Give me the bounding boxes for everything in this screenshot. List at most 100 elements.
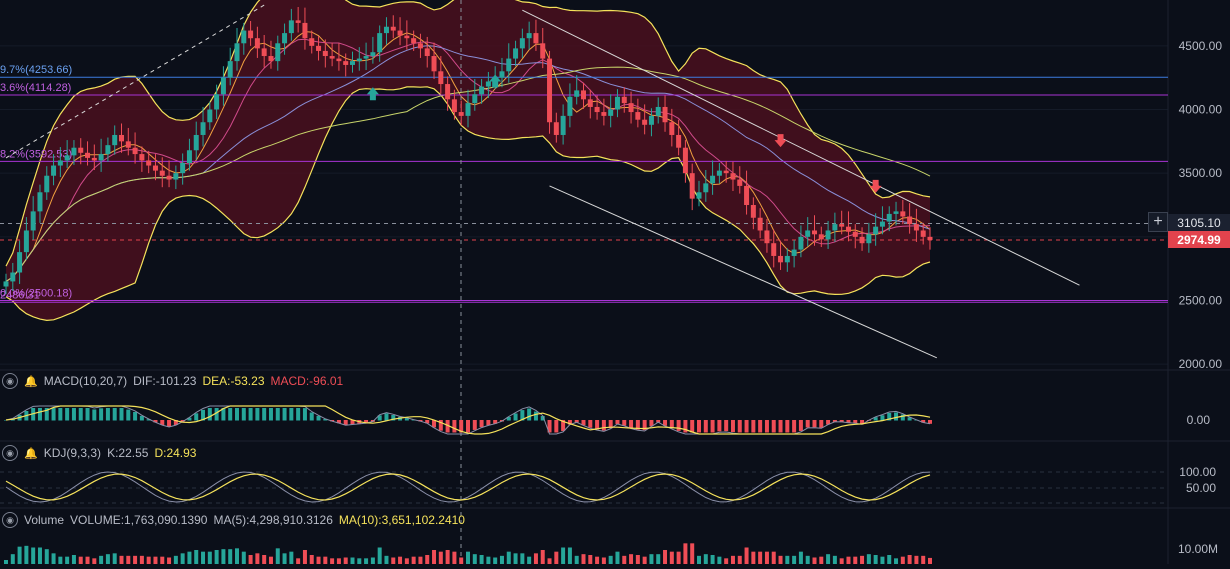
candle-body [57, 160, 63, 166]
macd-histogram-bar [466, 420, 470, 433]
candle-body [737, 179, 743, 186]
candle-body [227, 61, 233, 78]
eye-icon[interactable]: ◉ [2, 445, 18, 461]
volume-bar [656, 554, 661, 564]
candle-body [241, 30, 247, 44]
eye-icon[interactable]: ◉ [2, 512, 18, 528]
volume-bar [561, 547, 566, 564]
volume-bar [432, 550, 437, 564]
candle-body [485, 81, 491, 87]
macd-histogram-bar [425, 420, 430, 424]
macd-histogram-bar [126, 409, 131, 421]
bell-icon[interactable]: 🔔 [24, 447, 38, 460]
candle-body [540, 43, 546, 59]
candle-body [248, 30, 254, 39]
candle-body [465, 103, 471, 116]
candle-body [716, 170, 722, 176]
candle-body [254, 38, 260, 49]
candle-body [832, 224, 838, 231]
macd-histogram-bar [513, 413, 518, 421]
candle-body [295, 20, 301, 23]
macd-histogram-bar [832, 420, 837, 423]
bell-icon[interactable]: 🔔 [24, 375, 38, 388]
volume-bar [629, 554, 634, 564]
macd-histogram-bar [85, 408, 90, 421]
macd-histogram-bar [744, 420, 749, 433]
y-tick-label: 4500.00 [1179, 39, 1223, 53]
macd-histogram-bar [608, 420, 613, 429]
trend-channel-lower [549, 185, 937, 359]
candle-body [431, 56, 437, 72]
macd-histogram-bar [697, 420, 701, 433]
candle-body [458, 112, 464, 116]
kdj-d: D:24.93 [154, 446, 197, 460]
volume-bar [900, 556, 905, 564]
macd-histogram-bar [574, 420, 579, 423]
candle-body [519, 38, 525, 49]
volume-bar [343, 557, 348, 564]
volume-bar [574, 555, 579, 564]
macd-histogram-bar [309, 412, 314, 421]
macd-dif: DIF:-101.23 [133, 374, 197, 388]
volume-bar [398, 556, 403, 564]
volume-bar [540, 550, 545, 564]
candle-body [784, 255, 790, 263]
macd-histogram-bar [860, 420, 865, 425]
volume-ma10: MA(10):3,651,102.2410 [338, 513, 465, 527]
candle-body [710, 175, 716, 184]
volume-bar [167, 557, 172, 564]
volume-bar [642, 556, 647, 564]
volume-bar [479, 555, 484, 564]
macd-histogram-bar [703, 420, 708, 433]
kdj-tick-label: 100.00 [1179, 465, 1216, 479]
macd-histogram-bar [201, 409, 206, 421]
volume-bar [887, 555, 892, 564]
volume-bar [819, 556, 824, 564]
volume-bar [438, 551, 443, 564]
volume-bar [146, 556, 151, 564]
add-alert-button[interactable]: + [1148, 212, 1168, 232]
volume-bar [697, 555, 701, 564]
macd-histogram-bar [37, 408, 42, 421]
candle-body [166, 175, 172, 180]
crosshair-price-tag: 3105.10 [1168, 214, 1230, 231]
volume-bar [350, 557, 355, 564]
candle-body [839, 224, 845, 227]
volume-bar [370, 557, 375, 564]
candle-body [927, 236, 933, 241]
volume-bar [737, 555, 742, 564]
macd-dea-line [5, 405, 931, 435]
macd-histogram-bar [452, 420, 457, 433]
volume-bar [622, 555, 627, 564]
candle-body [363, 56, 369, 59]
macd-histogram-bar [540, 416, 545, 421]
volume-bar [119, 555, 124, 564]
candle-body [812, 230, 817, 235]
volume-bar [710, 555, 715, 564]
macd-histogram-bar [520, 410, 525, 421]
candle-body [411, 38, 417, 44]
candle-body [553, 122, 559, 135]
macd-histogram-bar [112, 408, 117, 421]
candle-body [757, 217, 763, 231]
candle-body [845, 226, 851, 232]
macd-histogram-bar [391, 414, 396, 421]
macd-histogram-bar [595, 420, 600, 430]
volume-bar [778, 555, 783, 564]
candle-body [662, 106, 668, 123]
macd-histogram-bar [527, 408, 532, 421]
volume-bar [894, 558, 899, 564]
candle-body [214, 94, 220, 110]
macd-histogram-bar [173, 420, 178, 425]
volume-bar [866, 554, 871, 564]
candle-body [261, 48, 267, 57]
macd-name: MACD(10,20,7) [43, 374, 128, 388]
volume-bar [221, 549, 226, 564]
candle-body [180, 162, 186, 174]
volume-bar [51, 553, 56, 564]
macd-tick-label: 0.00 [1187, 413, 1211, 427]
eye-icon[interactable]: ◉ [2, 373, 18, 389]
candle-body [207, 109, 213, 123]
